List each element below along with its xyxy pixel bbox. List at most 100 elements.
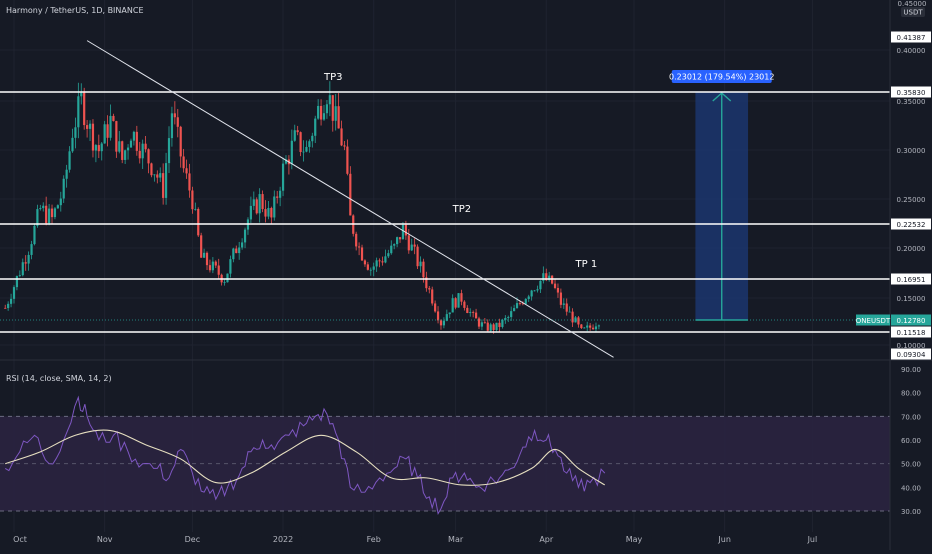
candle-body: [53, 208, 57, 218]
candle-body: [141, 143, 144, 159]
candle-body: [100, 143, 103, 152]
candle-body: [59, 198, 62, 206]
price-level-label-bg: [891, 348, 931, 360]
candle-body: [589, 325, 592, 328]
candle-body: [179, 126, 182, 157]
rsi-ma-line: [5, 429, 606, 486]
candle-body: [299, 132, 302, 152]
candle-body: [109, 115, 112, 138]
rsi-title: RSI (14, close, SMA, 14, 2): [6, 374, 112, 383]
candle-body: [469, 312, 472, 313]
candle-body: [483, 322, 486, 324]
candle-body: [369, 269, 372, 271]
currency-badge-bg[interactable]: [901, 7, 925, 17]
candle-body: [267, 207, 270, 217]
candle-body: [252, 199, 255, 206]
candle-body: [489, 324, 492, 331]
candle-body: [226, 273, 229, 283]
candle-body: [182, 156, 185, 169]
price-level-label: 0.11518: [897, 329, 926, 337]
candle-body: [428, 288, 431, 290]
candle-body: [334, 106, 337, 121]
candle-body: [39, 208, 42, 210]
candle-body: [71, 137, 74, 152]
candle-body: [495, 322, 498, 330]
grid: [0, 0, 890, 532]
candle-body: [47, 208, 51, 224]
candle-body: [580, 324, 583, 329]
price-level-label: 0.35830: [897, 89, 926, 97]
candle-body: [533, 290, 536, 292]
rsi-tick-label: 90.00: [901, 366, 921, 374]
candle-body: [530, 290, 533, 297]
candle-body: [12, 287, 16, 299]
price-tick-label: 0.40000: [897, 47, 926, 55]
candle-body: [296, 130, 299, 133]
target-arrow-head: [712, 92, 732, 102]
candle-body: [162, 173, 165, 198]
rsi-tick-label: 50.00: [901, 461, 921, 469]
rsi-line: [4, 395, 606, 516]
trendline[interactable]: [86, 40, 614, 358]
candle-body: [170, 113, 174, 139]
candle-body: [88, 123, 92, 129]
candle-body: [129, 140, 133, 148]
candle-body: [366, 264, 369, 270]
candle-body: [270, 207, 273, 218]
candle-body: [279, 190, 282, 198]
candle-body: [577, 317, 580, 325]
candle-body: [463, 301, 466, 308]
candle-body: [559, 292, 562, 305]
candle-body: [124, 150, 127, 160]
candle-body: [232, 248, 235, 260]
candle-body: [451, 298, 454, 313]
candle-body: [27, 254, 30, 264]
time-axis[interactable]: Oct Nov Dec 2022 Feb Mar Apr May Jun Jul: [13, 535, 817, 544]
candle-body: [521, 303, 524, 305]
candle-body: [466, 307, 469, 313]
rsi-tick-label: 80.00: [901, 390, 921, 398]
currency-badge[interactable]: USDT: [903, 9, 923, 17]
candle-body: [501, 319, 504, 327]
candle-body: [94, 145, 97, 151]
candle-body: [200, 235, 203, 258]
candle-body: [457, 293, 460, 308]
candle-body: [30, 244, 33, 255]
candle-body: [586, 325, 589, 328]
candle-body: [431, 289, 434, 304]
price-axis[interactable]: 0.40000 0.35000 0.30000 0.25000 0.20000 0.150…: [856, 31, 931, 517]
candle-body: [18, 275, 21, 277]
last-price-symbol: ONEUSDT: [856, 317, 891, 325]
candle-body: [156, 174, 159, 178]
candle-body: [302, 151, 305, 153]
candle-body: [273, 196, 276, 218]
candle-body: [191, 190, 194, 210]
top-price-label: 0.45000: [898, 0, 927, 8]
candle-body: [21, 262, 24, 276]
candle-body: [545, 273, 548, 281]
level-label: TP 1: [575, 259, 598, 270]
candle-body: [317, 105, 320, 119]
rsi-tick-label: 70.00: [901, 413, 921, 421]
price-tick-label: 0.10000: [897, 342, 926, 350]
candle-body: [50, 208, 54, 218]
time-tick-label: 2022: [273, 535, 293, 544]
candle-body: [126, 147, 130, 151]
price-tick-label: 0.20000: [897, 245, 926, 253]
candle-body: [205, 252, 209, 266]
candle-body: [65, 169, 68, 179]
candle-body: [45, 205, 48, 224]
price-level-label: 0.09304: [897, 351, 926, 359]
price-level-label: 0.41387: [897, 34, 926, 42]
candle-body: [319, 105, 323, 120]
candle-body: [197, 208, 200, 236]
candle-body: [548, 275, 551, 281]
candle-body: [188, 173, 191, 191]
candle-body: [454, 298, 457, 308]
time-tick-label: Apr: [539, 535, 554, 544]
candle-body: [439, 320, 443, 326]
candle-body: [378, 260, 381, 262]
candle-body: [7, 303, 10, 309]
candle-body: [515, 303, 519, 309]
